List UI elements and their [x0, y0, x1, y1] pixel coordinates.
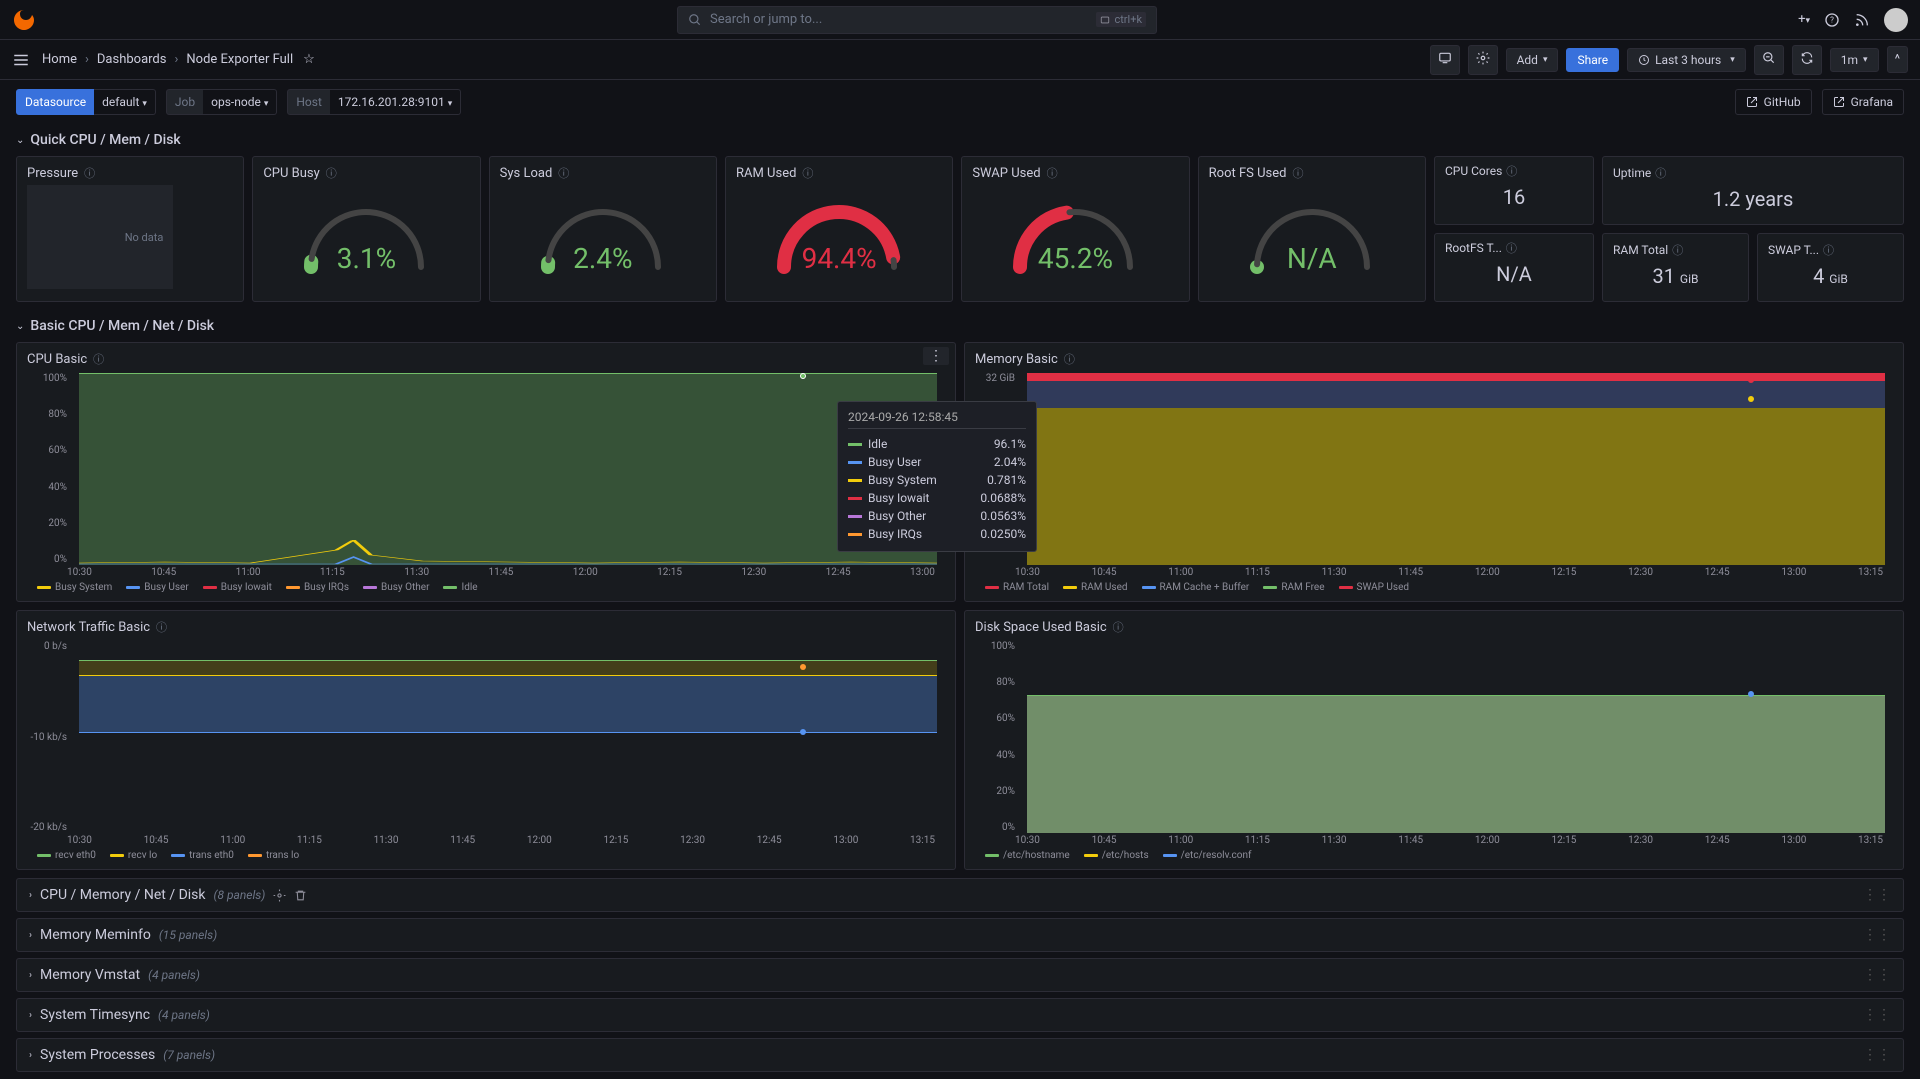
info-icon[interactable]: ⓘ: [1047, 165, 1058, 181]
info-icon[interactable]: ⓘ: [558, 165, 569, 181]
crumb-home[interactable]: Home: [42, 52, 77, 67]
row-basic-header[interactable]: ⌄ Basic CPU / Mem / Net / Disk: [16, 310, 1904, 342]
var-job[interactable]: Job ops-node ▾: [166, 89, 277, 115]
panel-rootfs-used[interactable]: Root FS Usedⓘ N/A: [1198, 156, 1426, 302]
crumb-page[interactable]: Node Exporter Full: [186, 52, 293, 67]
collapsed-row[interactable]: ›Memory Meminfo(15 panels) ⋮⋮: [16, 918, 1904, 952]
info-icon[interactable]: ⓘ: [93, 351, 104, 367]
search-kbd: ctrl+k: [1096, 12, 1146, 27]
panel-sys-load[interactable]: Sys Loadⓘ 2.4%: [489, 156, 717, 302]
info-icon[interactable]: ⓘ: [1113, 619, 1124, 635]
panel-cpu-basic[interactable]: CPU Basicⓘ ⋮ 100%80%60%40%20%0% 10:3010:…: [16, 342, 956, 602]
info-icon[interactable]: ⓘ: [1655, 165, 1666, 181]
panel-ram-total[interactable]: RAM Totalⓘ 31 GiB: [1602, 233, 1749, 302]
panel-rootfs-total[interactable]: RootFS T...ⓘ N/A: [1434, 233, 1594, 302]
crumb-dashboards[interactable]: Dashboards: [97, 52, 167, 67]
panel-ram-used[interactable]: RAM Usedⓘ 94.4%: [725, 156, 953, 302]
avatar[interactable]: [1884, 8, 1908, 32]
row-quick-header[interactable]: ⌄ Quick CPU / Mem / Disk: [16, 124, 1904, 156]
refresh-interval[interactable]: 1m ▾: [1830, 48, 1879, 72]
chevron-up-icon[interactable]: ^: [1887, 46, 1908, 73]
var-datasource[interactable]: Datasource default ▾: [16, 89, 156, 115]
link-grafana[interactable]: Grafana: [1822, 89, 1904, 115]
tv-icon[interactable]: [1430, 45, 1460, 75]
info-icon[interactable]: ⓘ: [1064, 351, 1075, 367]
add-button[interactable]: Add ▾: [1506, 48, 1559, 72]
info-icon[interactable]: ⓘ: [1292, 165, 1303, 181]
news-icon[interactable]: [1854, 12, 1870, 28]
panel-uptime[interactable]: Uptimeⓘ 1.2 years: [1602, 156, 1904, 225]
chevron-down-icon: ⌄: [16, 135, 24, 146]
info-icon[interactable]: ⓘ: [84, 165, 95, 181]
collapsed-row[interactable]: ›System Timesync(4 panels) ⋮⋮: [16, 998, 1904, 1032]
var-host[interactable]: Host 172.16.201.28:9101 ▾: [287, 89, 461, 115]
refresh-icon[interactable]: [1792, 45, 1822, 75]
info-icon[interactable]: ⓘ: [802, 165, 813, 181]
share-button[interactable]: Share: [1566, 48, 1619, 72]
grafana-logo[interactable]: [12, 8, 36, 32]
chart-tooltip: 2024-09-26 12:58:45 Idle96.1%Busy User2.…: [837, 401, 1037, 552]
info-icon[interactable]: ⓘ: [1506, 163, 1517, 179]
zoom-out-icon[interactable]: [1754, 45, 1784, 75]
info-icon[interactable]: ⓘ: [1672, 242, 1683, 258]
info-icon[interactable]: ⓘ: [1823, 242, 1834, 258]
panel-disk-basic[interactable]: Disk Space Used Basicⓘ 100%80%60%40%20%0…: [964, 610, 1904, 870]
info-icon[interactable]: ⓘ: [326, 165, 337, 181]
star-icon[interactable]: ☆: [303, 52, 315, 67]
nodata-box: No data: [27, 185, 173, 289]
search-placeholder: Search or jump to...: [710, 12, 822, 27]
search-input[interactable]: Search or jump to... ctrl+k: [677, 6, 1157, 34]
time-range-button[interactable]: Last 3 hours▾: [1627, 48, 1746, 72]
collapsed-row[interactable]: ›CPU / Memory / Net / Disk(8 panels) ⋮⋮: [16, 878, 1904, 912]
svg-text:?: ?: [1830, 15, 1834, 24]
link-github[interactable]: GitHub: [1735, 89, 1812, 115]
collapsed-row[interactable]: ›System Processes(7 panels) ⋮⋮: [16, 1038, 1904, 1072]
panel-pressure[interactable]: Pressureⓘ No data: [16, 156, 244, 302]
panel-menu-icon[interactable]: ⋮: [923, 347, 949, 365]
panel-swap-used[interactable]: SWAP Usedⓘ 45.2%: [961, 156, 1189, 302]
panel-cpu-busy[interactable]: CPU Busyⓘ 3.1%: [252, 156, 480, 302]
chevron-down-icon: ⌄: [16, 321, 24, 332]
menu-icon[interactable]: [12, 51, 30, 69]
panel-cpu-cores[interactable]: CPU Coresⓘ 16: [1434, 156, 1594, 225]
panel-memory-basic[interactable]: Memory Basicⓘ 32 GiB 10:3010:4511:0011:1…: [964, 342, 1904, 602]
info-icon[interactable]: ⓘ: [156, 619, 167, 635]
panel-swap-total[interactable]: SWAP T...ⓘ 4 GiB: [1757, 233, 1904, 302]
info-icon[interactable]: ⓘ: [1506, 240, 1517, 256]
plus-icon[interactable]: +▾: [1798, 12, 1810, 27]
help-icon[interactable]: ?: [1824, 12, 1840, 28]
panel-network-basic[interactable]: Network Traffic Basicⓘ 0 b/s-10 kb/s-20 …: [16, 610, 956, 870]
collapsed-row[interactable]: ›Memory Vmstat(4 panels) ⋮⋮: [16, 958, 1904, 992]
settings-icon[interactable]: [1468, 45, 1498, 75]
